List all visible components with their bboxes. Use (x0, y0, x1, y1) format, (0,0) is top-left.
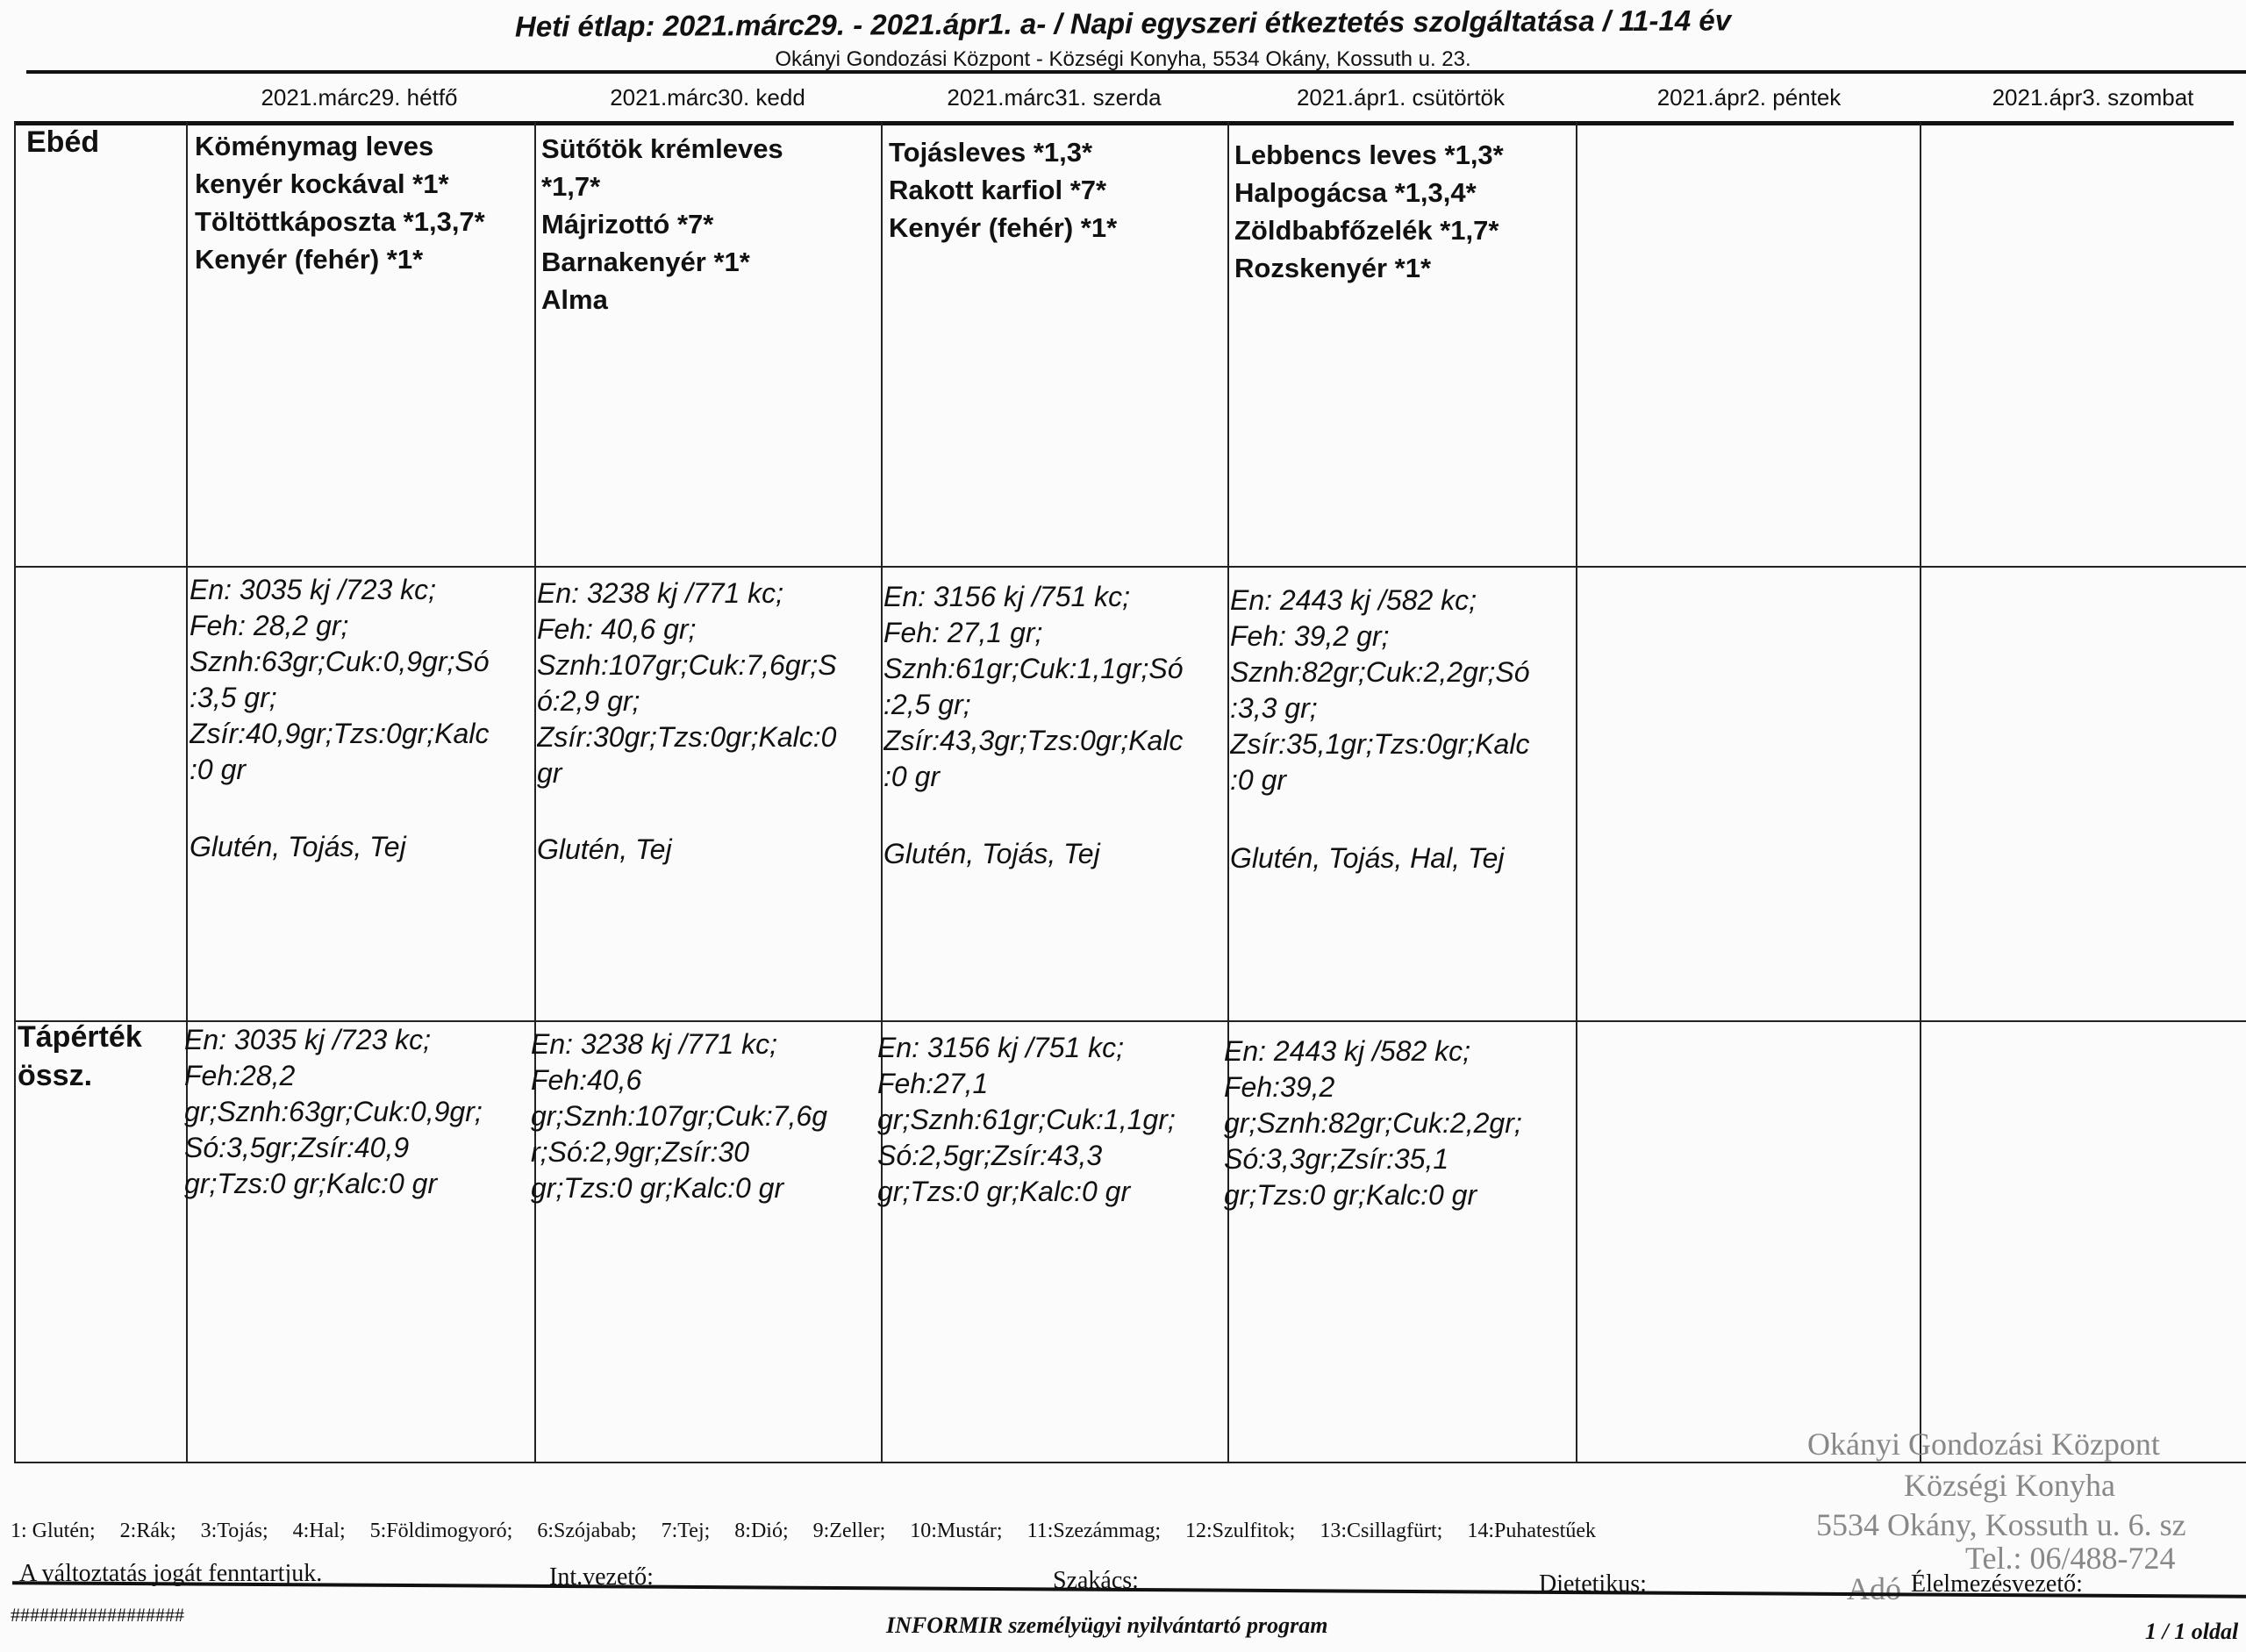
day-header: 2021.ápr3. szombat (1992, 84, 2194, 111)
menu-cell: Köménymag leves kenyér kockával *1* Tölt… (195, 131, 485, 275)
legend-item: 6:Szójabab; (537, 1520, 637, 1542)
nutrition-cell: En: 2443 kj /582 kc; Feh: 39,2 gr; Sznh:… (1230, 584, 1530, 796)
day-header: 2021.márc31. szerda (947, 84, 1162, 111)
legend-item: 3:Tojás; (200, 1520, 268, 1542)
stamp-text: Községi Konyha (1904, 1468, 2115, 1503)
divider (14, 121, 2234, 125)
page-title: Heti étlap: 2021.márc29. - 2021.ápr1. a-… (514, 4, 1732, 43)
day-header: 2021.márc30. kedd (610, 84, 805, 111)
nutrition-cell: En: 3156 kj /751 kc; Feh: 27,1 gr; Sznh:… (883, 581, 1184, 792)
total-cell: En: 3035 kj /723 kc; Feh:28,2 gr;Sznh:63… (184, 1024, 483, 1199)
legend-item: 7:Tej; (661, 1520, 711, 1542)
legend-item: 5:Földimogyoró; (369, 1520, 513, 1542)
day-header: 2021.ápr1. csütörtök (1296, 84, 1506, 111)
stamp-text: Adó (1847, 1571, 1901, 1606)
grid-line (14, 122, 16, 1462)
legend-item: 1: Glutén; (11, 1520, 96, 1542)
legend-item: 10:Mustár; (910, 1520, 1003, 1542)
stamp-text: Okányi Gondozási Központ (1807, 1427, 2160, 1462)
allergen-legend: 1: Glutén; 2:Rák; 3:Tojás; 4:Hal; 5:Föld… (11, 1520, 1596, 1543)
total-cell: En: 3156 kj /751 kc; Feh:27,1 gr;Sznh:61… (877, 1032, 1176, 1207)
nutrition-cell: En: 3035 kj /723 kc; Feh: 28,2 gr; Sznh:… (190, 574, 490, 785)
legend-item: 13:Csillagfürt; (1320, 1520, 1443, 1542)
program-name: INFORMIR személyügyi nyilvántartó progra… (886, 1613, 1328, 1638)
grid-line (1920, 122, 1921, 1462)
stamp-text: 5534 Okány, Kossuth u. 6. sz (1816, 1507, 2186, 1542)
total-cell: En: 2443 kj /582 kc; Feh:39,2 gr;Sznh:82… (1224, 1035, 1522, 1211)
grid-line (534, 122, 536, 1462)
grid-line (1576, 122, 1577, 1462)
menu-cell: Tojásleves *1,3* Rakott karfiol *7* Keny… (889, 137, 1118, 243)
grid-line (881, 122, 883, 1462)
legend-item: 12:Szulfitok; (1184, 1520, 1296, 1542)
stamp-text: Tel.: 06/488-724 (1965, 1541, 2176, 1576)
legend-item: 2:Rák; (119, 1520, 176, 1542)
total-cell: En: 3238 kj /771 kc; Feh:40,6 gr;Sznh:10… (531, 1028, 827, 1204)
grid-line (186, 122, 188, 1462)
legend-item: 14:Puhatestűek (1467, 1520, 1596, 1542)
legend-item: 8:Dió; (734, 1520, 789, 1542)
page-subtitle: Okányi Gondozási Központ - Községi Konyh… (775, 47, 1471, 71)
legend-item: 9:Zeller; (812, 1520, 886, 1542)
menu-cell: Lebbencs leves *1,3* Halpogácsa *1,3,4* … (1234, 139, 1504, 283)
row-label-total: Tápérték össz. (18, 1020, 142, 1092)
menu-cell: Sütőtök krémleves *1,7* Májrizottó *7* B… (541, 133, 783, 315)
grid-line (14, 1462, 2246, 1463)
grid-line (14, 566, 2246, 568)
allergen-cell: Glutén, Tojás, Tej (190, 831, 406, 862)
day-header: 2021.ápr2. péntek (1656, 84, 1842, 111)
nutrition-cell: En: 3238 kj /771 kc; Feh: 40,6 gr; Sznh:… (537, 577, 837, 789)
allergen-cell: Glutén, Tojás, Tej (883, 838, 1100, 869)
row-label-lunch: Ebéd (26, 125, 100, 159)
grid-line (14, 1020, 2246, 1022)
grid-line (1227, 122, 1229, 1462)
hash-marks: ################## (11, 1604, 184, 1626)
legend-item: 11:Szezámmag; (1026, 1520, 1161, 1542)
legend-item: 4:Hal; (292, 1520, 346, 1542)
allergen-cell: Glutén, Tej (537, 833, 672, 865)
page-number: 1 / 1 oldal (2145, 1619, 2239, 1644)
day-header: 2021.márc29. hétfő (261, 84, 458, 111)
allergen-cell: Glutén, Tojás, Hal, Tej (1230, 842, 1505, 874)
divider (26, 70, 2246, 74)
